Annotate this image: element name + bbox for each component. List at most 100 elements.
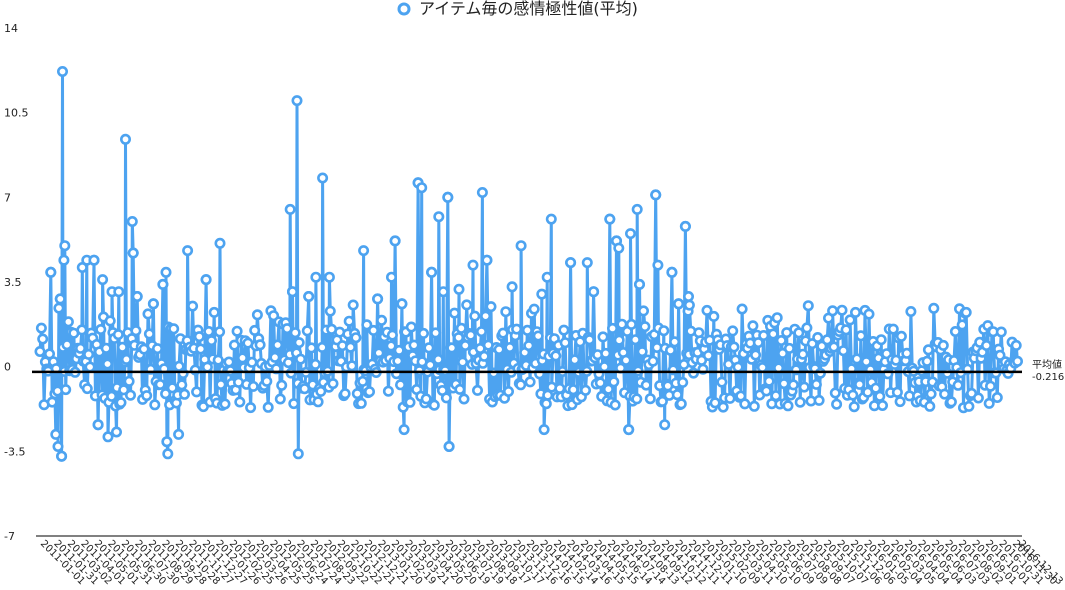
data-point <box>747 320 759 332</box>
data-point <box>141 390 153 402</box>
data-point <box>92 419 104 431</box>
data-point <box>666 266 678 278</box>
data-point <box>408 339 420 351</box>
data-point <box>120 353 132 365</box>
data-point <box>288 398 300 410</box>
data-point <box>777 347 789 359</box>
data-point <box>863 308 875 320</box>
data-point <box>195 343 207 355</box>
data-point <box>392 355 404 367</box>
data-point <box>732 361 744 373</box>
data-point <box>827 305 839 317</box>
data-point <box>613 242 625 254</box>
data-point <box>536 288 548 300</box>
data-point <box>309 358 321 370</box>
data-point <box>569 354 581 366</box>
data-point <box>606 322 618 334</box>
data-point <box>739 398 751 410</box>
data-point <box>631 203 643 215</box>
data-point <box>709 397 721 409</box>
data-point <box>249 324 261 336</box>
data-point <box>111 426 123 438</box>
data-point <box>608 376 620 388</box>
data-point <box>925 388 937 400</box>
data-point <box>214 237 226 249</box>
data-point <box>727 325 739 337</box>
data-point <box>347 299 359 311</box>
data-point <box>528 303 540 315</box>
chart-title: アイテム毎の感情極性値(平均) <box>419 0 638 18</box>
data-point <box>875 334 887 346</box>
data-point <box>160 266 172 278</box>
data-point <box>323 271 335 283</box>
data-point <box>952 379 964 391</box>
data-point <box>125 389 137 401</box>
data-point <box>106 390 118 402</box>
data-point <box>708 310 720 322</box>
data-point <box>945 396 957 408</box>
data-point <box>203 325 215 337</box>
data-point <box>58 254 70 266</box>
data-point <box>126 216 138 228</box>
data-point <box>465 329 477 341</box>
data-point <box>284 203 296 215</box>
data-point <box>939 388 951 400</box>
data-point <box>149 399 161 411</box>
data-point <box>604 213 616 225</box>
data-point <box>831 398 843 410</box>
data-point <box>767 328 779 340</box>
data-point <box>748 400 760 412</box>
data-point <box>344 341 356 353</box>
data-point <box>984 380 996 392</box>
data-point <box>193 331 205 343</box>
data-point <box>54 293 66 305</box>
data-point <box>983 397 995 409</box>
data-point <box>949 325 961 337</box>
data-point <box>404 396 416 408</box>
data-point <box>385 271 397 283</box>
data-point <box>862 386 874 398</box>
data-point <box>636 346 648 358</box>
data-point <box>664 344 676 356</box>
data-point <box>588 286 600 298</box>
y-tick-label: 7 <box>4 191 11 204</box>
data-point <box>246 356 258 368</box>
data-point <box>623 424 635 436</box>
data-point <box>88 254 100 266</box>
data-point <box>52 440 64 452</box>
data-point <box>810 378 822 390</box>
data-point <box>281 323 293 335</box>
data-point <box>191 386 203 398</box>
data-point <box>887 323 899 335</box>
data-point <box>254 339 266 351</box>
data-point <box>219 398 231 410</box>
data-point <box>84 361 96 373</box>
data-point <box>339 388 351 400</box>
data-point <box>851 353 863 365</box>
data-point <box>343 315 355 327</box>
data-point <box>61 339 73 351</box>
data-point <box>428 399 440 411</box>
data-point <box>506 281 518 293</box>
data-point <box>583 334 595 346</box>
data-point <box>45 266 57 278</box>
data-point <box>446 342 458 354</box>
data-point <box>701 304 713 316</box>
data-point <box>310 271 322 283</box>
data-point <box>100 342 112 354</box>
data-point <box>357 375 369 387</box>
data-point <box>440 392 452 404</box>
data-point <box>166 382 178 394</box>
data-point <box>130 325 142 337</box>
data-point <box>35 322 47 334</box>
data-point <box>545 213 557 225</box>
data-point <box>597 331 609 343</box>
data-point <box>327 378 339 390</box>
series-line <box>34 66 1023 462</box>
data-point <box>613 334 625 346</box>
data-point <box>420 393 432 405</box>
data-point <box>102 358 114 370</box>
data-point <box>673 298 685 310</box>
data-point <box>131 290 143 302</box>
data-point <box>289 327 301 339</box>
